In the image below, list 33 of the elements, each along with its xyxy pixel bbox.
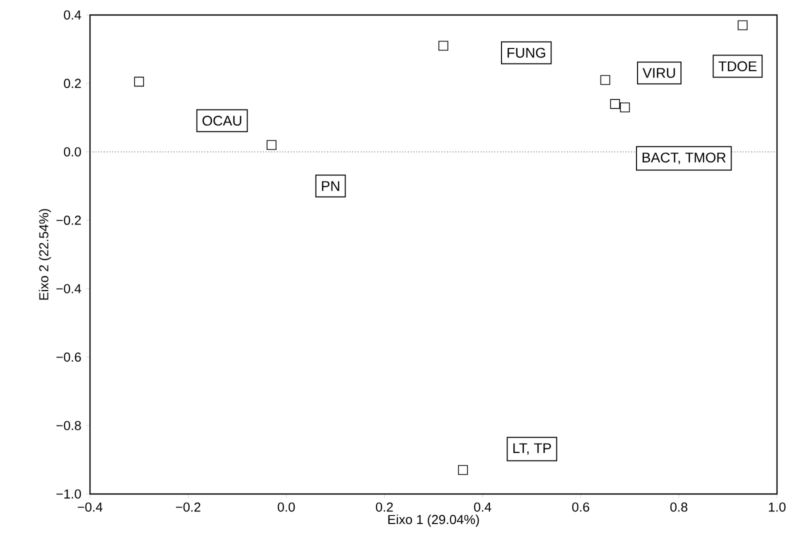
x-tick-label: 0.0 <box>278 502 295 512</box>
point <box>458 465 468 475</box>
y-tick-label: −0.2 <box>56 216 81 225</box>
annotation: OCAU <box>202 116 242 126</box>
point <box>738 20 748 30</box>
y-tick-label: −0.8 <box>56 420 81 430</box>
x-tick-label: 0.2 <box>376 502 393 512</box>
annotation: TDOE <box>718 61 757 72</box>
annotation: VIRU <box>642 68 675 78</box>
point <box>600 75 610 85</box>
annotation: PN <box>322 181 340 191</box>
y-axis-title: Eixo 2 (22.54%) <box>38 209 51 300</box>
y-tick-label: −1.0 <box>56 489 81 499</box>
point <box>134 76 144 87</box>
x-tick-label: −0.4 <box>78 502 102 512</box>
point <box>438 40 448 51</box>
x-tick-label: 0.4 <box>474 502 492 512</box>
y-tick-label: −0.6 <box>56 352 81 362</box>
annotation: FUNG <box>508 48 546 58</box>
y-tick-label: −0.4 <box>56 284 82 294</box>
point <box>610 99 620 109</box>
point <box>620 102 630 112</box>
y-tick-label: 0.2 <box>64 78 81 88</box>
x-tick-label: 0.6 <box>572 502 590 512</box>
annotation: BACT, TMOR <box>642 152 726 164</box>
x-tick-label: 1.0 <box>768 502 786 512</box>
annotation: LT, TP <box>513 443 551 455</box>
point <box>266 140 276 150</box>
x-axis-title: Eixo 1 (29.04%) <box>388 514 479 527</box>
y-tick-label: 0.0 <box>64 147 81 156</box>
x-tick-label: −0.2 <box>176 502 200 512</box>
y-tick-label: 0.4 <box>64 10 82 20</box>
x-tick-label: 0.8 <box>670 502 688 512</box>
